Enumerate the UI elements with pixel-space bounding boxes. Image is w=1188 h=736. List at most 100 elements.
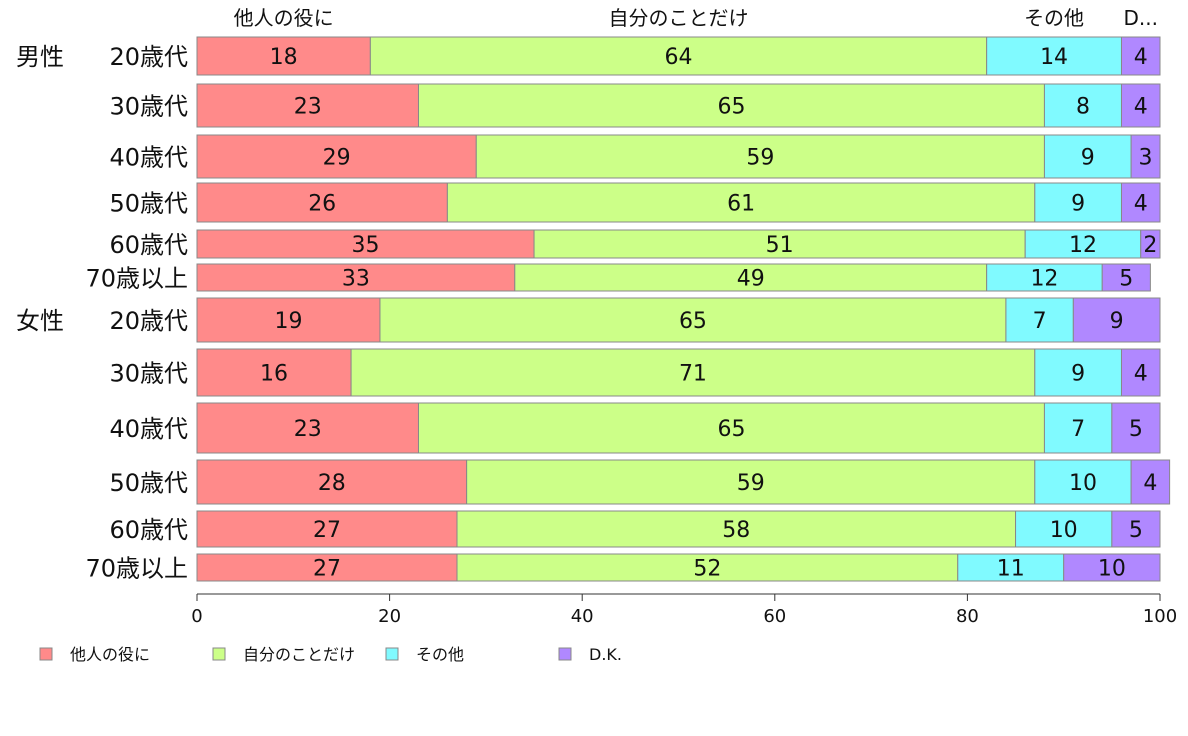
data-label: 51 <box>766 233 794 258</box>
data-label: 5 <box>1129 518 1143 543</box>
data-label: 19 <box>274 309 302 334</box>
legend-label: 他人の役に <box>70 645 150 664</box>
bar-segment <box>456 510 1017 548</box>
row-label: 40歳代 <box>109 144 188 172</box>
bar-segment <box>466 459 1036 505</box>
series-top-label: 自分のことだけ <box>609 6 749 30</box>
data-label: 11 <box>997 557 1025 582</box>
data-label: 18 <box>270 45 298 70</box>
bar-segment <box>196 229 535 259</box>
legend-swatch <box>212 647 226 661</box>
x-tick-label: 60 <box>763 606 786 627</box>
data-label: 33 <box>342 267 370 292</box>
bar-segment <box>1120 182 1161 223</box>
row-label: 40歳代 <box>109 415 188 443</box>
row-labels: 20歳代男性30歳代40歳代50歳代60歳代70歳以上20歳代女性30歳代40歳… <box>16 43 188 583</box>
bar-segment <box>417 83 1045 128</box>
data-label: 64 <box>665 45 693 70</box>
data-label: 4 <box>1134 192 1148 217</box>
bar-segment <box>196 83 419 128</box>
bar-segment <box>957 553 1065 582</box>
legend-label: D.K. <box>589 645 622 664</box>
data-label: 65 <box>717 417 745 442</box>
x-tick-label: 0 <box>191 606 202 627</box>
data-label: 65 <box>717 95 745 120</box>
bar-segment <box>1130 459 1171 505</box>
group-label: 男性 <box>16 43 64 71</box>
data-label: 8 <box>1076 95 1090 120</box>
row-label: 30歳代 <box>109 93 188 121</box>
row-label: 30歳代 <box>109 360 188 388</box>
bar-segment <box>196 553 458 582</box>
bar-segment <box>1034 459 1132 505</box>
data-label: 9 <box>1110 309 1124 334</box>
bar-segment <box>1130 134 1161 179</box>
bar-segment <box>369 36 988 76</box>
data-label: 10 <box>1050 518 1078 543</box>
top-series-labels: 他人の役に 自分のことだけ その他 D... <box>234 6 1158 30</box>
data-label: 12 <box>1030 267 1058 292</box>
data-label: 58 <box>722 518 750 543</box>
bar-segment <box>196 459 468 505</box>
row-label: 70歳以上 <box>85 555 188 583</box>
data-label: 52 <box>693 557 721 582</box>
bar-segment <box>514 263 988 292</box>
legend-swatch <box>385 647 399 661</box>
data-label: 9 <box>1071 362 1085 387</box>
group-label: 女性 <box>16 307 64 335</box>
data-label: 59 <box>737 471 765 496</box>
bar-segment <box>1072 297 1161 343</box>
data-label: 27 <box>313 557 341 582</box>
data-label: 5 <box>1129 417 1143 442</box>
legend: 他人の役に 自分のことだけ その他 D.K. <box>39 645 622 664</box>
row-label: 70歳以上 <box>85 265 188 293</box>
data-label: 61 <box>727 192 755 217</box>
bar-segment <box>475 134 1045 179</box>
x-tick-label: 80 <box>956 606 979 627</box>
data-label: 23 <box>294 95 322 120</box>
bar-segment <box>533 229 1026 259</box>
x-tick-label: 40 <box>571 606 594 627</box>
bar-segment <box>196 297 381 343</box>
data-label: 7 <box>1071 417 1085 442</box>
legend-swatch <box>39 647 53 661</box>
data-label: 4 <box>1134 45 1148 70</box>
bar-segment <box>1120 36 1161 76</box>
data-label: 4 <box>1134 95 1148 120</box>
data-label: 10 <box>1069 471 1097 496</box>
bar-segment <box>1120 348 1161 397</box>
data-label: 4 <box>1143 471 1157 496</box>
data-label: 2 <box>1143 233 1157 258</box>
bar-segment <box>417 402 1045 454</box>
bar-segment <box>379 297 1007 343</box>
x-tick-label: 100 <box>1143 606 1177 627</box>
bar-segment <box>1111 402 1161 454</box>
bar-segment <box>196 182 448 223</box>
bar-segment <box>350 348 1036 397</box>
series-top-label: その他 <box>1024 6 1084 30</box>
data-label: 26 <box>308 192 336 217</box>
bar-segment <box>456 553 959 582</box>
data-label: 59 <box>746 146 774 171</box>
bar-segment <box>1034 348 1122 397</box>
data-label: 71 <box>679 362 707 387</box>
bar-segment <box>1140 229 1161 259</box>
bar-segment <box>1043 83 1122 128</box>
bar-segment <box>986 263 1103 292</box>
row-label: 60歳代 <box>109 231 188 259</box>
legend-swatch <box>558 647 572 661</box>
row-label: 50歳代 <box>109 469 188 497</box>
legend-label: その他 <box>416 645 464 664</box>
data-label: 9 <box>1081 146 1095 171</box>
bar-segment <box>1101 263 1151 292</box>
x-axis: 0 20 40 60 80 100 <box>191 593 1177 627</box>
data-label: 5 <box>1119 267 1133 292</box>
bar-segment <box>196 36 371 76</box>
row-label: 20歳代 <box>109 307 188 335</box>
data-label: 4 <box>1134 362 1148 387</box>
data-label: 28 <box>318 471 346 496</box>
data-label: 9 <box>1071 192 1085 217</box>
data-label: 12 <box>1069 233 1097 258</box>
row-label: 20歳代 <box>109 43 188 71</box>
